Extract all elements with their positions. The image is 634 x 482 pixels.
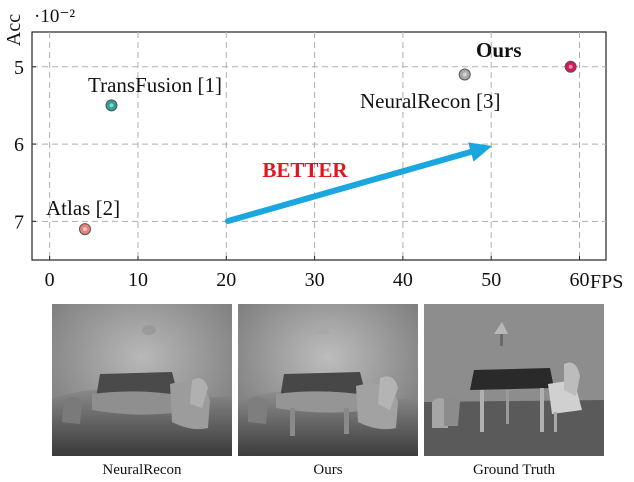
better-arrow-head [468, 142, 492, 162]
data-point-highlight [462, 72, 467, 77]
x-tick-label: 50 [481, 269, 501, 291]
x-tick-label: 30 [305, 269, 325, 291]
y-multiplier-label: ·10⁻² [34, 6, 75, 27]
point-label-ours: Ours [476, 38, 522, 62]
caption-ground-truth: Ground Truth [472, 462, 556, 478]
better-arrow-shaft [225, 148, 477, 224]
plot-frame [31, 31, 607, 261]
point-label-atlas: Atlas [2] [46, 196, 120, 220]
y-tick-label: 7 [14, 211, 24, 233]
x-tick-label: 60 [570, 269, 590, 291]
data-point-highlight [568, 64, 573, 69]
y-axis-label: Acc [3, 14, 25, 46]
data-point-highlight [82, 227, 87, 232]
x-tick-label: 0 [45, 269, 55, 291]
point-label-transfusion: TransFusion [1] [88, 73, 222, 97]
x-tick-label: 40 [393, 269, 413, 291]
data-points [78, 60, 577, 236]
ground-truth-render [424, 304, 604, 456]
x-tick-label: 10 [128, 269, 148, 291]
caption-ours: Ours [313, 462, 343, 478]
better-annotation: BETTER [262, 158, 348, 182]
axis-ticks: 0 10 20 30 40 50 60 5 6 7 [14, 57, 590, 291]
point-label-neuralrecon: NeuralRecon [3] [360, 89, 501, 113]
ours-render [238, 304, 418, 456]
neuralrecon-render [52, 304, 232, 456]
y-tick-label: 5 [14, 57, 24, 79]
x-axis-label: FPS [590, 271, 623, 293]
y-tick-label: 6 [14, 134, 24, 156]
caption-neuralrecon: NeuralRecon [102, 462, 182, 478]
grid-lines [32, 32, 606, 260]
data-point-highlight [109, 103, 114, 108]
scatter-chart: 0 10 20 30 40 50 60 5 6 7 Acc ·10⁻² FPS BETTER Tr… [3, 6, 623, 293]
comparison-panels: NeuralRecon Ours Ground Truth [0, 300, 634, 482]
point-labels: TransFusion [1] Atlas [2] NeuralRecon [3… [46, 38, 522, 220]
x-tick-label: 20 [216, 269, 236, 291]
